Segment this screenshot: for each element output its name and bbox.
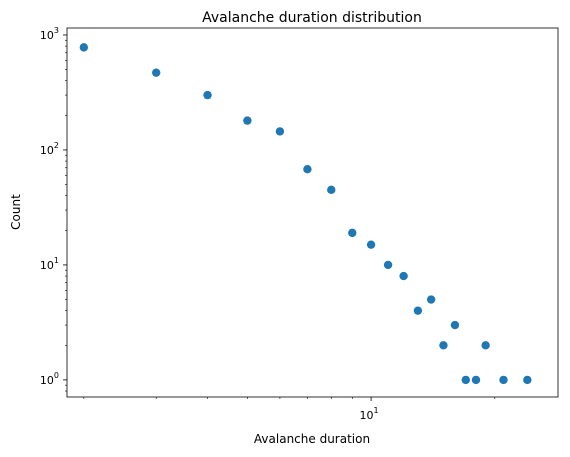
data-point bbox=[327, 185, 336, 195]
plot-area-frame bbox=[66, 27, 559, 398]
data-point bbox=[413, 306, 423, 315]
data-point bbox=[499, 375, 508, 385]
data-point bbox=[481, 341, 490, 350]
data-point bbox=[439, 341, 448, 350]
x-tick-label: 101 bbox=[360, 406, 379, 422]
data-point bbox=[383, 260, 393, 270]
y-tick-label: 100 bbox=[40, 371, 59, 387]
data-point bbox=[243, 116, 252, 125]
data-point bbox=[471, 375, 481, 385]
data-point bbox=[203, 90, 212, 100]
data-point bbox=[151, 68, 161, 77]
data-point bbox=[366, 240, 376, 249]
y-tick-label: 101 bbox=[40, 256, 59, 272]
chart-title: Avalanche duration distribution bbox=[202, 10, 422, 26]
axis-ticks: 101 100 101 102 103 bbox=[40, 26, 496, 422]
data-point bbox=[426, 295, 436, 304]
x-axis-label: Avalanche duration bbox=[254, 432, 370, 446]
data-point bbox=[303, 165, 312, 174]
data-point bbox=[79, 43, 89, 52]
y-tick-label: 102 bbox=[40, 141, 59, 157]
data-point bbox=[523, 375, 532, 385]
y-axis-label: Count bbox=[9, 194, 23, 230]
data-point bbox=[275, 127, 285, 136]
data-point bbox=[461, 375, 470, 385]
y-tick-label: 103 bbox=[40, 26, 59, 42]
data-point bbox=[399, 271, 408, 281]
data-points bbox=[79, 43, 532, 385]
data-point bbox=[348, 228, 357, 238]
data-point bbox=[450, 320, 460, 330]
